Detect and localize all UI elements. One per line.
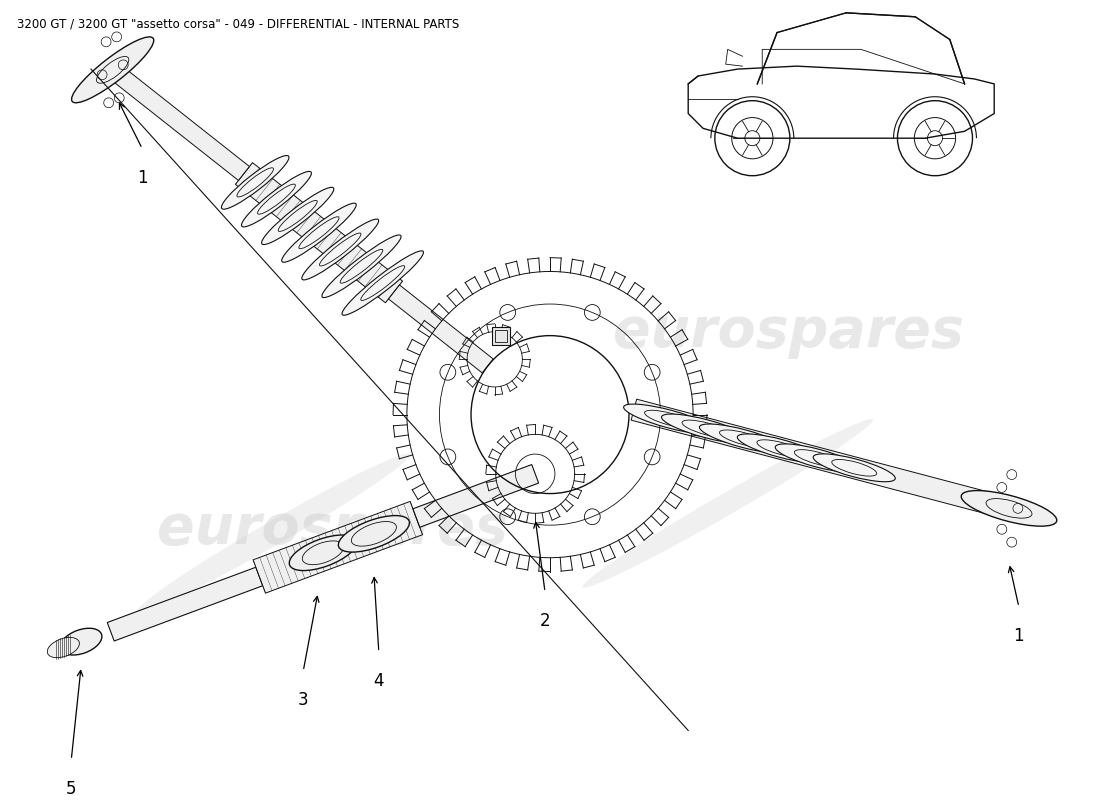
- Ellipse shape: [322, 235, 401, 298]
- Ellipse shape: [624, 404, 715, 434]
- Polygon shape: [412, 465, 539, 527]
- Ellipse shape: [136, 454, 410, 613]
- Ellipse shape: [700, 424, 788, 453]
- Polygon shape: [108, 567, 263, 641]
- Bar: [492, 326, 509, 345]
- Ellipse shape: [282, 203, 356, 262]
- Text: 1: 1: [1013, 627, 1024, 645]
- Ellipse shape: [582, 419, 873, 588]
- Ellipse shape: [737, 434, 823, 462]
- Ellipse shape: [221, 155, 289, 210]
- Text: 4: 4: [374, 672, 384, 690]
- Text: eurospares: eurospares: [614, 305, 965, 358]
- Text: eurospares: eurospares: [157, 502, 508, 556]
- Ellipse shape: [301, 219, 378, 280]
- Ellipse shape: [60, 628, 102, 655]
- Ellipse shape: [289, 535, 356, 570]
- Text: 2: 2: [540, 612, 550, 630]
- Polygon shape: [253, 502, 422, 593]
- Text: 5: 5: [66, 780, 77, 798]
- Ellipse shape: [339, 515, 409, 552]
- Ellipse shape: [47, 638, 79, 658]
- Text: 3: 3: [298, 691, 308, 709]
- Ellipse shape: [961, 490, 1057, 526]
- Ellipse shape: [776, 444, 859, 472]
- Ellipse shape: [242, 171, 311, 227]
- Ellipse shape: [661, 414, 751, 443]
- Ellipse shape: [72, 37, 154, 102]
- Polygon shape: [107, 63, 250, 181]
- Ellipse shape: [342, 251, 424, 315]
- Text: 1: 1: [138, 169, 147, 186]
- Ellipse shape: [813, 454, 895, 482]
- Polygon shape: [631, 399, 992, 514]
- Bar: [495, 330, 507, 342]
- Ellipse shape: [262, 187, 333, 245]
- Polygon shape: [235, 162, 403, 302]
- Text: 3200 GT / 3200 GT "assetto corsa" - 049 - DIFFERENTIAL - INTERNAL PARTS: 3200 GT / 3200 GT "assetto corsa" - 049 …: [16, 18, 459, 30]
- Polygon shape: [388, 285, 493, 373]
